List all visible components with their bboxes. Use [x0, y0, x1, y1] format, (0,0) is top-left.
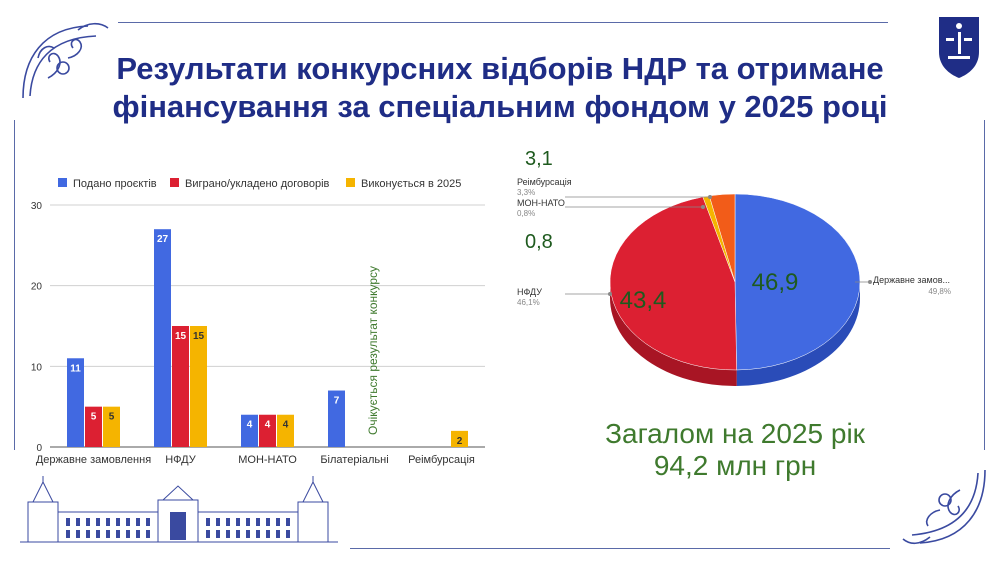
- corner-ornament-icon: [902, 469, 986, 545]
- bar: [85, 406, 102, 447]
- pie-value-label: 43,4: [620, 287, 667, 314]
- corner-ornament-icon: [22, 22, 109, 99]
- y-tick-label: 0: [36, 443, 42, 454]
- bar-value-label: 4: [283, 420, 289, 431]
- logo-icon: [939, 17, 979, 78]
- bar-value-label: 7: [334, 396, 340, 407]
- bar-value-label: 4: [265, 420, 271, 431]
- bar: [103, 406, 120, 447]
- x-category-label: МОН-НАТО: [238, 454, 297, 466]
- x-category-label: Білатеріальні: [320, 454, 388, 466]
- pie-value-label: 46,9: [752, 269, 799, 296]
- bar: [67, 358, 84, 447]
- pie-chart: 46,9 43,4 3,1 0,8 Державне замов... 49,8% НФДУ…: [517, 148, 951, 386]
- bar-chart: Подано проєктів Виграно/укладено договорі…: [31, 178, 485, 466]
- bar-value-label: 5: [109, 412, 115, 423]
- pie-slice-percent: 0,8%: [517, 209, 535, 218]
- pie-slice-name: НФДУ: [517, 287, 542, 297]
- bar: [241, 414, 258, 447]
- pie-slice-percent: 46,1%: [517, 298, 540, 307]
- callout-dot: [701, 205, 705, 209]
- pie-slice-percent: 49,8%: [928, 287, 951, 296]
- bar-value-label: 15: [175, 331, 187, 342]
- callout-dot: [608, 292, 612, 296]
- bar: [172, 326, 189, 447]
- title-line-2: фінансування за спеціальним фондом у 202…: [112, 89, 888, 124]
- bar-value-label: 2: [457, 436, 463, 447]
- callout-dot: [868, 280, 872, 284]
- bar: [190, 326, 207, 447]
- pie-value-label: 3,1: [525, 148, 553, 170]
- pie-slice-percent: 3,3%: [517, 188, 535, 197]
- total-line-1: Загалом на 2025 рік: [605, 418, 865, 449]
- frame-line-right: [984, 120, 985, 450]
- bar: [259, 414, 276, 447]
- bar-value-label: 11: [70, 363, 81, 374]
- pie-slice-name: Реімбурсація: [517, 177, 572, 187]
- bar: [154, 229, 171, 447]
- bar-value-label: 15: [193, 331, 205, 342]
- chart-annotation: Очікується результат конкурсу: [366, 266, 380, 435]
- x-category-label: Державне замовлення: [36, 454, 151, 466]
- pie-slice-name: Державне замов...: [873, 275, 950, 285]
- bar: [277, 414, 294, 447]
- building-sketch-icon: [20, 476, 338, 543]
- y-tick-label: 30: [31, 201, 43, 212]
- pie-slice-side: [610, 282, 737, 386]
- legend-label: Виконується в 2025: [361, 178, 461, 190]
- total-line-2: 94,2 млн грн: [653, 450, 817, 481]
- bar: [328, 390, 345, 447]
- legend-swatch: [346, 178, 355, 187]
- bar-value-label: 5: [91, 412, 97, 423]
- page-title: Результати конкурсних відборів НДР та от…: [80, 50, 920, 126]
- frame-line-top: [118, 22, 888, 23]
- callout-dot: [708, 195, 712, 199]
- total-summary: Загалом на 2025 рік 94,2 млн грн: [560, 418, 910, 482]
- x-category-label: Реімбурсація: [408, 454, 475, 466]
- legend-label: Подано проєктів: [73, 178, 157, 190]
- pie-slice-side: [736, 282, 860, 386]
- pie-slice: [734, 193, 861, 371]
- frame-line-bottom: [350, 548, 890, 549]
- pie-slice-name: МОН-НАТО: [517, 198, 565, 208]
- pie-value-label: 0,8: [525, 231, 553, 253]
- x-category-label: НФДУ: [165, 454, 197, 466]
- legend-label: Виграно/укладено договорів: [185, 178, 330, 190]
- frame-line-left: [14, 120, 15, 450]
- legend-swatch: [58, 178, 67, 187]
- y-tick-label: 20: [31, 282, 43, 293]
- bar-value-label: 4: [247, 420, 253, 431]
- bar-value-label: 27: [157, 234, 169, 245]
- legend-swatch: [170, 178, 179, 187]
- bar: [451, 430, 468, 447]
- y-tick-label: 10: [31, 362, 43, 373]
- title-line-1: Результати конкурсних відборів НДР та от…: [116, 51, 884, 86]
